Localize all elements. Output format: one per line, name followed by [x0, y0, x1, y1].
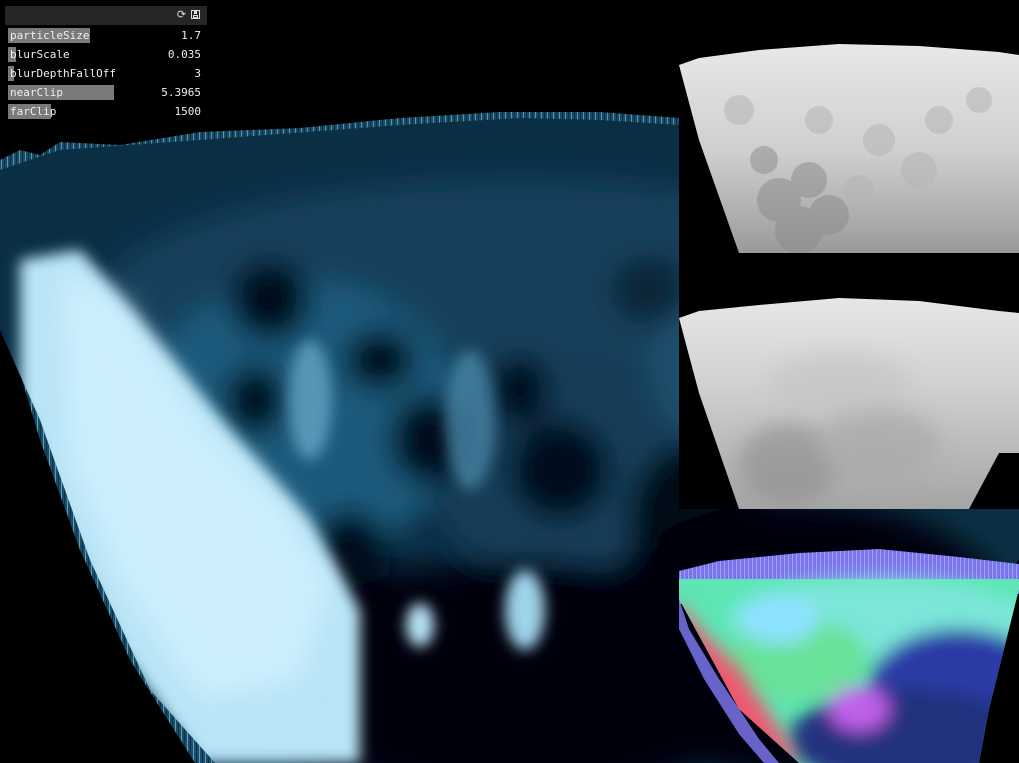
parameter-panel: ⟳ particleSize 1.7 blurScale 0.035 blurD…	[5, 6, 207, 121]
slider-blur-scale[interactable]: blurScale 0.035	[7, 45, 205, 64]
slider-fill	[8, 66, 14, 81]
normals-preview	[679, 509, 1019, 763]
slider-near-clip[interactable]: nearClip 5.3965	[7, 83, 205, 102]
slider-label: nearClip	[10, 86, 63, 99]
slider-fill	[8, 28, 90, 43]
slider-particle-size[interactable]: particleSize 1.7	[7, 26, 205, 45]
depth-buffer-preview	[679, 0, 1019, 253]
slider-fill	[8, 47, 16, 62]
slider-value: 5.3965	[161, 86, 201, 99]
slider-far-clip[interactable]: farClip 1500	[7, 102, 205, 121]
slider-fill	[8, 85, 114, 100]
slider-label: particleSize	[10, 29, 90, 42]
slider-blur-depth-falloff[interactable]: blurDepthFallOff 3	[7, 64, 205, 83]
slider-value: 3	[194, 67, 201, 80]
save-icon[interactable]	[191, 10, 200, 19]
slider-value: 1500	[174, 105, 202, 118]
slider-label: blurDepthFallOff	[10, 67, 116, 80]
panel-header[interactable]: ⟳	[5, 6, 207, 25]
reload-icon[interactable]: ⟳	[176, 8, 187, 21]
slider-value: 1.7	[181, 29, 201, 42]
blurred-depth-preview	[679, 253, 1019, 509]
slider-label: blurScale	[10, 48, 70, 61]
slider-fill	[8, 104, 51, 119]
slider-label: farClip	[10, 105, 57, 118]
slider-value: 0.035	[167, 48, 201, 61]
